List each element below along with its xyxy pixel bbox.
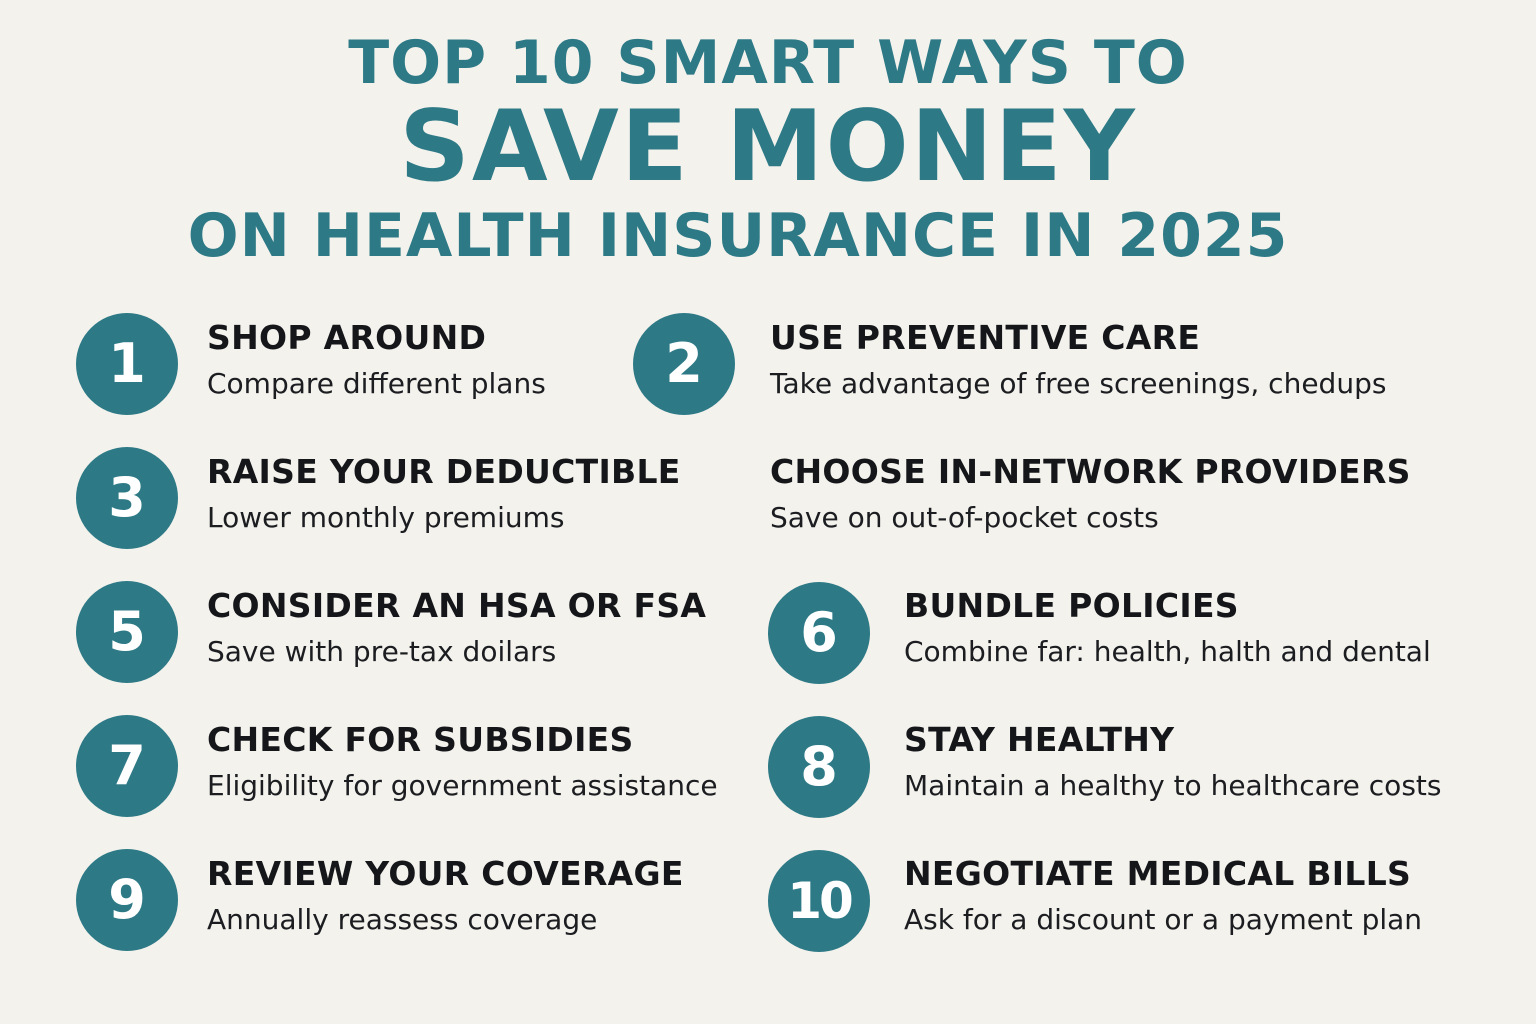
tip-number-badge: 7 bbox=[76, 715, 178, 817]
tip-description: Save on out-of-pocket costs bbox=[770, 501, 1159, 534]
tip-heading: USE PREVENTIVE CARE bbox=[770, 318, 1201, 357]
tip-description: Combine far: health, halth and dental bbox=[904, 635, 1431, 668]
tip-description: Annually reassess coverage bbox=[207, 903, 598, 936]
tip-number-badge: 2 bbox=[633, 313, 735, 415]
tip-heading: BUNDLE POLICIES bbox=[904, 586, 1239, 625]
tip-heading: NEGOTIATE MEDICAL BILLS bbox=[904, 854, 1412, 893]
tip-number-badge: 8 bbox=[768, 716, 870, 818]
tip-heading: RAISE YOUR DEDUCTIBLE bbox=[207, 452, 681, 491]
tip-heading: REVIEW YOUR COVERAGE bbox=[207, 854, 684, 893]
tip-heading: STAY HEALTHY bbox=[904, 720, 1175, 759]
tip-number-badge: 5 bbox=[76, 581, 178, 683]
tip-number-badge: 1 bbox=[76, 313, 178, 415]
tip-description: Eligibility for government assistance bbox=[207, 769, 718, 802]
tip-description: Ask for a discount or a payment plan bbox=[904, 903, 1423, 936]
title-line-2: SAVE MONEY bbox=[399, 90, 1137, 204]
title-line-3: ON HEALTH INSURANCE IN 2025 bbox=[187, 201, 1289, 271]
tip-heading: CONSIDER AN HSA OR FSA bbox=[207, 586, 707, 625]
tip-number-badge: 6 bbox=[768, 582, 870, 684]
tip-description: Take advantage of free screenings, chedu… bbox=[770, 367, 1387, 400]
tip-number-badge: 3 bbox=[76, 447, 178, 549]
tip-description: Lower monthly premiums bbox=[207, 501, 565, 534]
tip-heading: CHECK FOR SUBSIDIES bbox=[207, 720, 634, 759]
tip-number-badge: 9 bbox=[76, 849, 178, 951]
tip-number-badge: 10 bbox=[768, 850, 870, 952]
tip-description: Compare different plans bbox=[207, 367, 546, 400]
tip-description: Maintain a healthy to healthcare costs bbox=[904, 769, 1442, 802]
title-line-1: TOP 10 SMART WAYS TO bbox=[348, 28, 1188, 98]
tip-heading: SHOP AROUND bbox=[207, 318, 487, 357]
tip-description: Save with pre-tax doilars bbox=[207, 635, 557, 668]
tip-heading: CHOOSE IN-NETWORK PROVIDERS bbox=[770, 452, 1411, 491]
